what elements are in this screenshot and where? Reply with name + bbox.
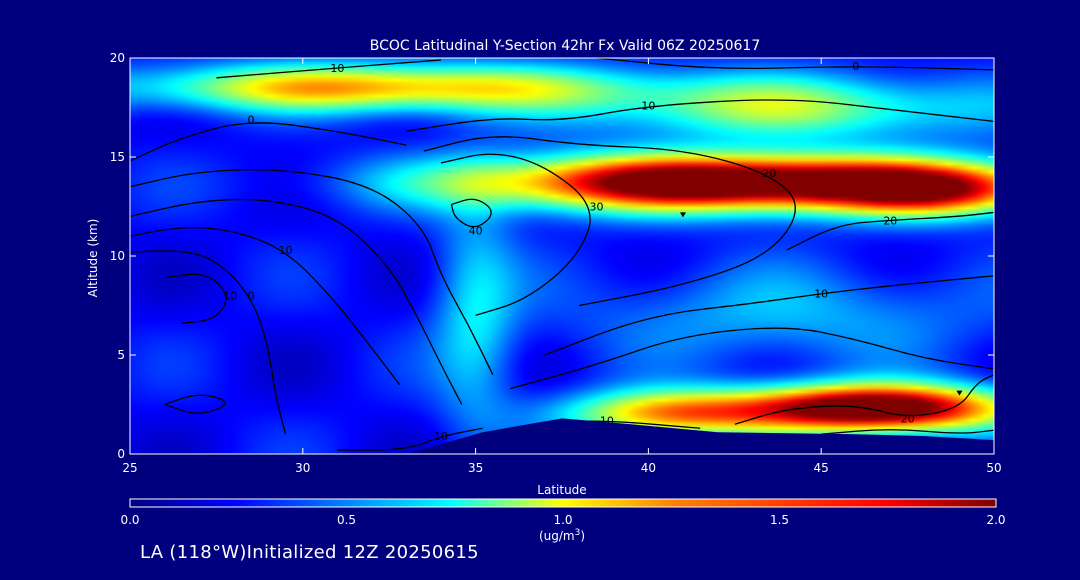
x-tick-label: 45 xyxy=(814,461,829,475)
colorbar-label-superscript: 3 xyxy=(575,528,581,538)
contour-label: 20 xyxy=(762,167,776,180)
contour-label: 10 xyxy=(434,430,448,443)
contour-label: 40 xyxy=(469,224,483,237)
markers xyxy=(679,212,963,396)
min-marker xyxy=(679,212,686,218)
y-axis: 0 5 10 15 20 xyxy=(110,51,994,461)
x-tick-label: 25 xyxy=(122,461,137,475)
contour-line xyxy=(130,198,463,405)
contour-line xyxy=(596,58,994,71)
x-axis: 25 30 35 40 45 50 xyxy=(122,58,1002,475)
contour-line xyxy=(130,227,401,386)
contour-line xyxy=(130,122,407,162)
x-tick-label: 30 xyxy=(295,461,310,475)
contour-line xyxy=(164,394,226,414)
contour-line xyxy=(216,59,442,79)
contour-line xyxy=(821,429,994,435)
colorbar-label-text: (ug/m xyxy=(539,529,575,543)
x-tick-label: 40 xyxy=(641,461,656,475)
colorbar xyxy=(129,498,997,508)
initialized-caption: LA (118°W)Initialized 12Z 20250615 xyxy=(140,542,479,563)
terrain-mask xyxy=(130,418,994,454)
contour-line xyxy=(450,198,492,228)
contour-line xyxy=(786,211,994,251)
contour-label: 0 xyxy=(247,290,254,303)
contour-label: 10 xyxy=(330,62,344,75)
colorbar-tick-label: 0.0 xyxy=(120,513,139,527)
min-marker xyxy=(956,390,963,396)
contour-line xyxy=(734,374,994,425)
contour-label: 30 xyxy=(590,201,604,214)
contour-line xyxy=(406,99,994,132)
contour-label: 20 xyxy=(901,412,915,425)
contour-label: 10 xyxy=(814,288,828,301)
colorbar-tick-label: 1.0 xyxy=(553,513,572,527)
y-tick-label: 20 xyxy=(110,51,125,65)
contour-line xyxy=(509,327,994,390)
chart-title: BCOC Latitudinal Y-Section 42hr Fx Valid… xyxy=(370,38,760,54)
y-tick-label: 0 xyxy=(117,447,125,461)
x-tick-label: 35 xyxy=(468,461,483,475)
x-tick-label: 50 xyxy=(986,461,1001,475)
y-tick-label: 10 xyxy=(110,249,125,263)
contour-line xyxy=(423,136,796,307)
contour-label: 20 xyxy=(883,214,897,227)
contour-label: 0 xyxy=(247,113,254,126)
concentration-field xyxy=(130,58,994,454)
contour-line xyxy=(337,427,483,451)
colorbar-ticks: 0.0 0.5 1.0 1.5 2.0 xyxy=(120,513,1005,527)
colorbar-tick-label: 2.0 xyxy=(986,513,1005,527)
colorbar-tick-label: 1.5 xyxy=(770,513,789,527)
contour-line xyxy=(440,153,591,317)
x-axis-label: Latitude xyxy=(537,483,586,497)
y-tick-label: 5 xyxy=(117,348,125,362)
contour-label: 10 xyxy=(279,244,293,257)
contour-line xyxy=(130,250,287,435)
colorbar-label: (ug/m3) xyxy=(539,528,585,543)
colorbar-tick-label: 0.5 xyxy=(337,513,356,527)
colorbar-label-end: ) xyxy=(580,529,585,543)
contour-label: 10 xyxy=(641,100,655,113)
contour-label: 0 xyxy=(852,60,859,73)
contour-line xyxy=(164,273,227,324)
contour-line xyxy=(130,169,494,376)
y-axis-label: Altitude (km) xyxy=(86,219,100,298)
y-tick-label: 15 xyxy=(110,150,125,164)
contour-label: 10 xyxy=(223,290,237,303)
contour-line xyxy=(544,275,994,356)
